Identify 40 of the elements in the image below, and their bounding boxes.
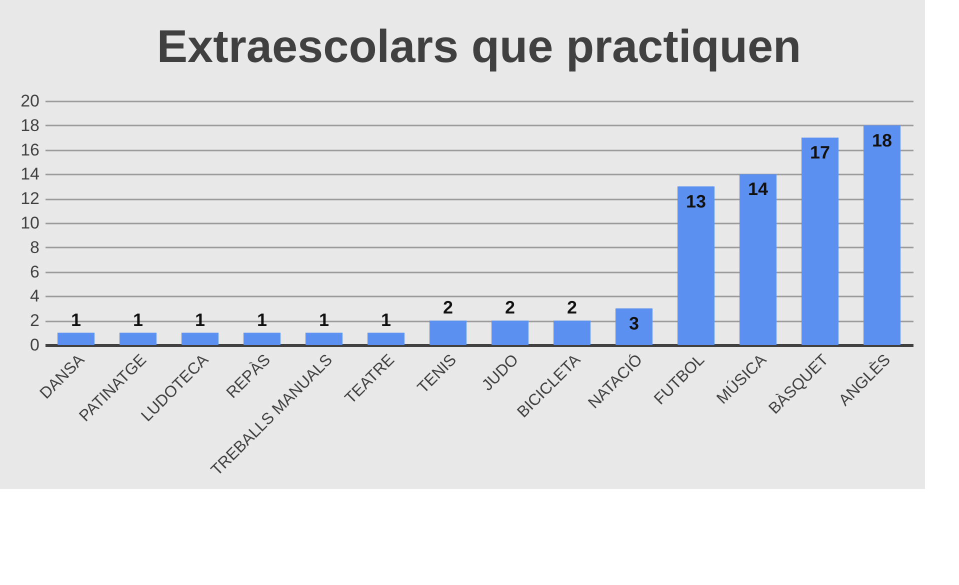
bar (802, 138, 838, 345)
data-label: 14 (748, 179, 768, 200)
data-label: 3 (628, 313, 640, 334)
data-label: 13 (686, 191, 706, 212)
bar (244, 332, 280, 345)
bar (616, 308, 652, 345)
bar (554, 320, 590, 345)
y-tick-label: 6 (30, 262, 40, 282)
y-tick-label: 16 (20, 140, 40, 160)
bar (430, 320, 466, 345)
bar (58, 332, 94, 345)
data-label: 2 (442, 298, 454, 318)
y-tick-label: 10 (20, 214, 40, 232)
bar (120, 332, 156, 345)
data-label: 2 (566, 298, 578, 318)
y-tick-label: 20 (20, 92, 40, 110)
y-tick-label: 18 (20, 116, 40, 135)
data-label: 17 (810, 142, 830, 163)
data-label: 1 (194, 310, 206, 330)
y-tick-label: 2 (30, 311, 40, 330)
y-tick-label: 14 (20, 164, 40, 184)
data-label: 1 (380, 310, 392, 330)
chart-title: Extraescolars que practiquen (156, 20, 802, 72)
bar (306, 332, 342, 345)
data-label: 1 (256, 310, 268, 330)
data-label: 18 (872, 130, 892, 150)
bar (864, 125, 900, 345)
data-label: 1 (318, 310, 330, 330)
data-label: 1 (132, 310, 144, 330)
bar (740, 174, 776, 345)
bar (492, 320, 528, 345)
y-tick-label: 4 (30, 286, 40, 306)
bar (182, 332, 218, 345)
data-label: 2 (504, 298, 516, 318)
y-tick-label: 0 (30, 336, 40, 354)
y-tick-label: 12 (20, 189, 40, 208)
bar (368, 332, 404, 345)
bar (678, 186, 714, 345)
y-tick-label: 8 (30, 238, 40, 257)
data-label: 1 (70, 310, 82, 330)
